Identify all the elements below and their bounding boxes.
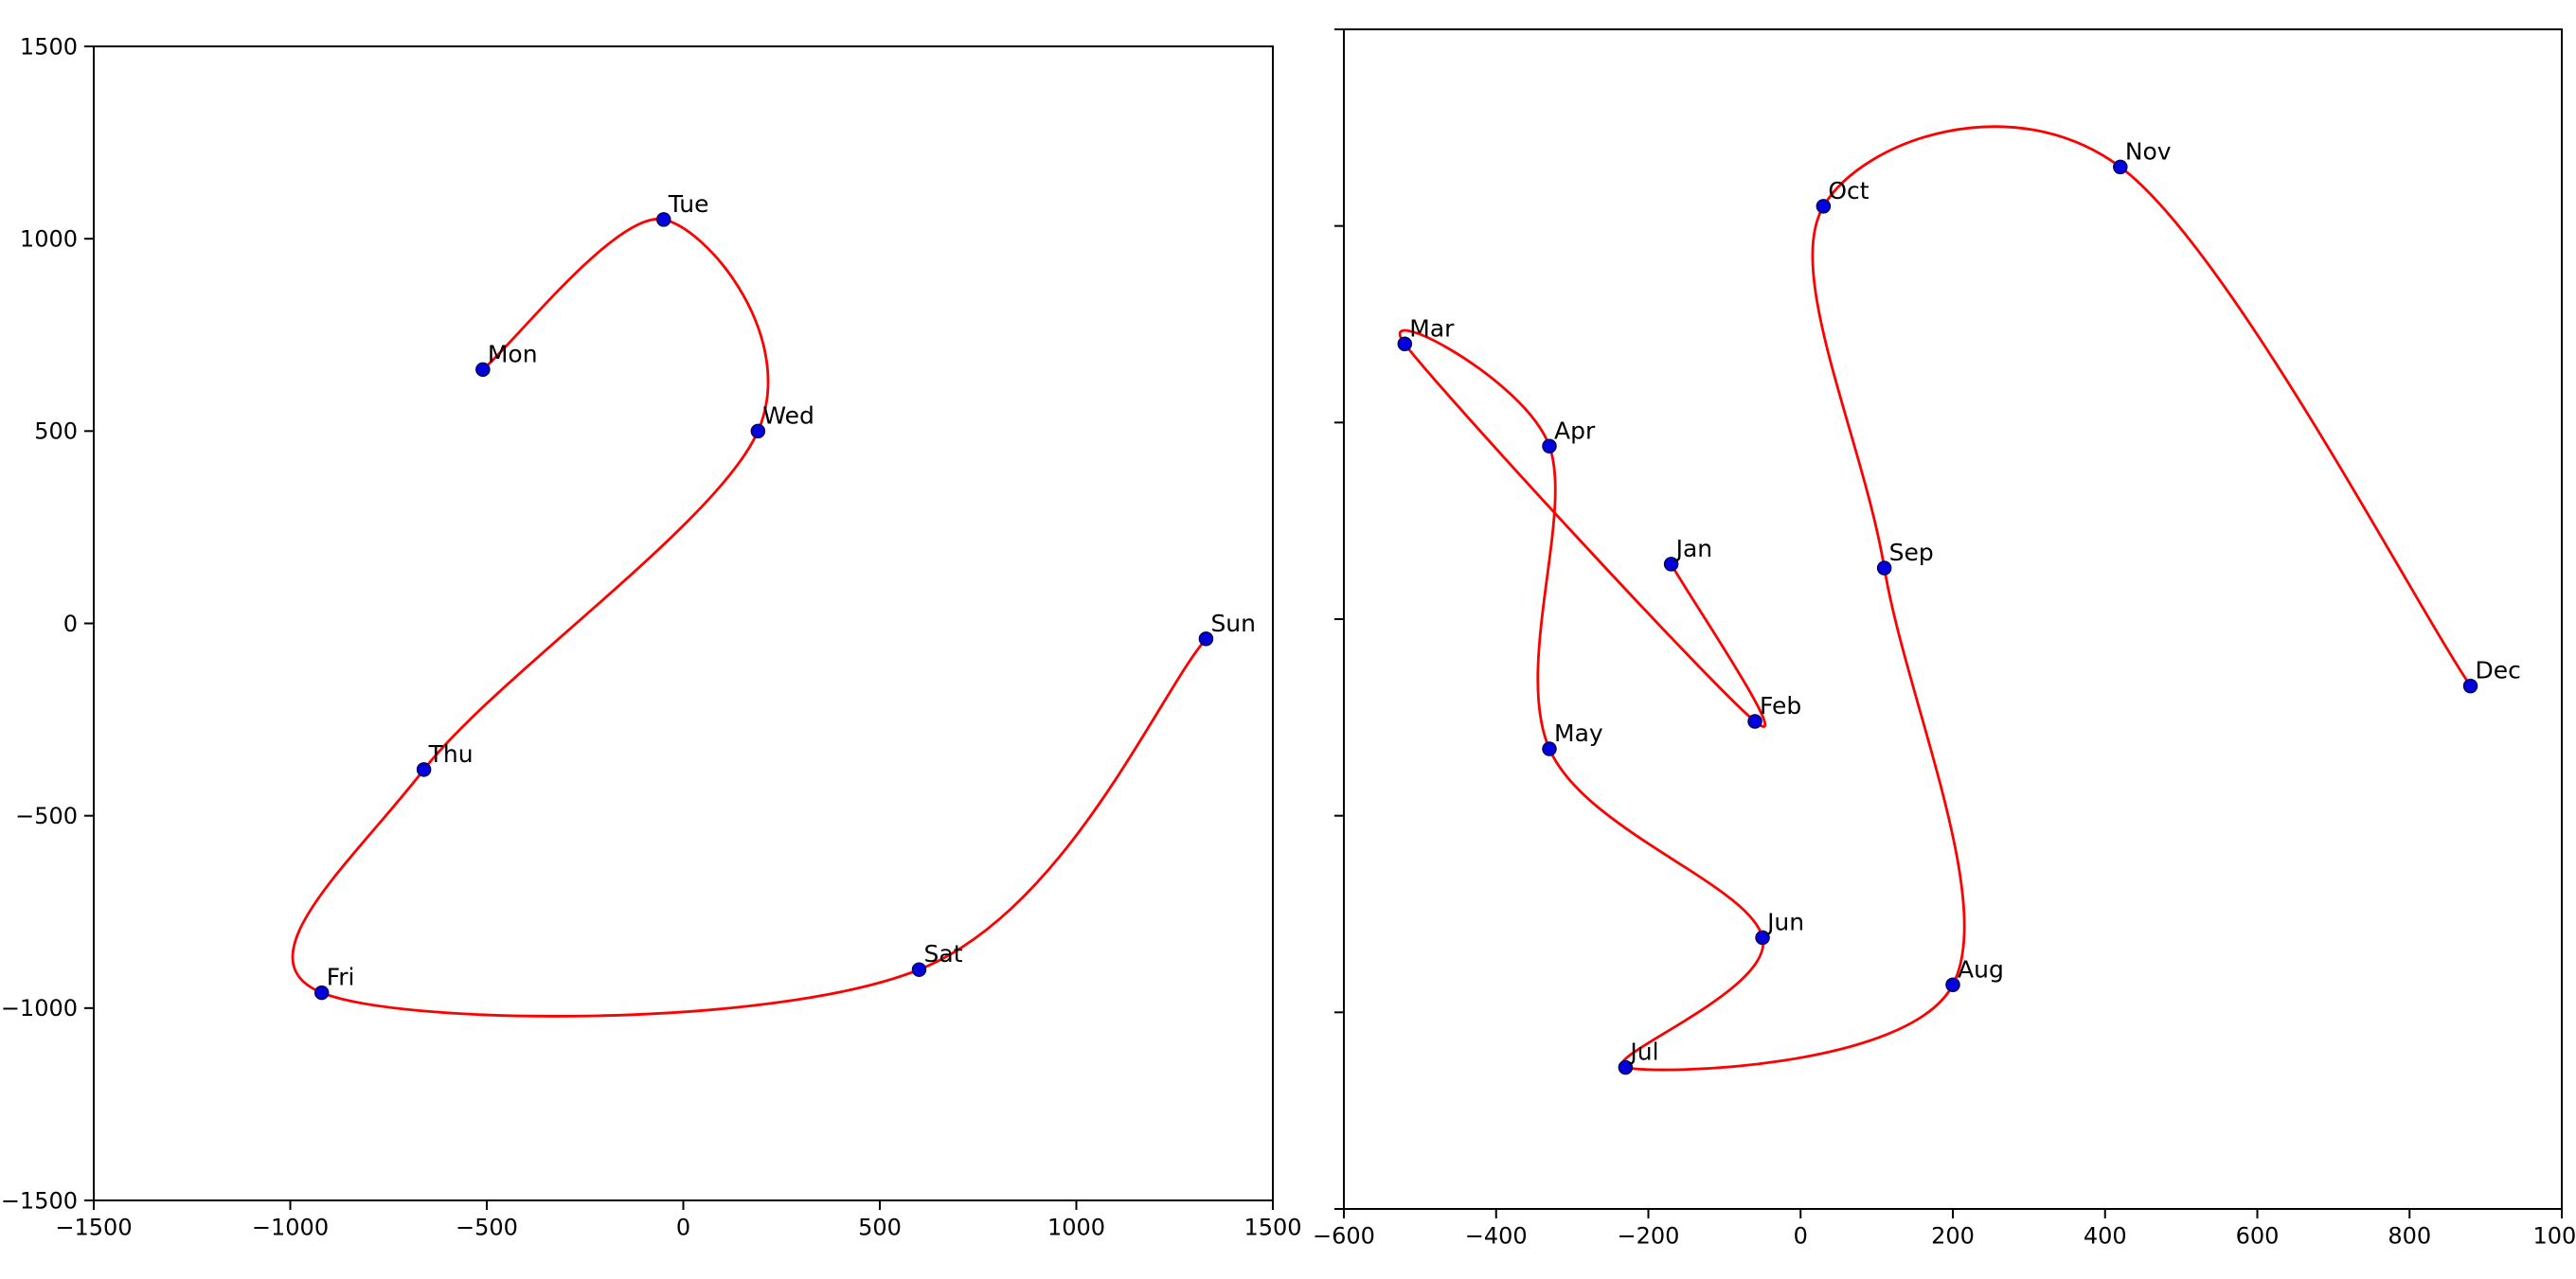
point-label: Oct: [1828, 177, 1869, 204]
point-label: Jun: [1765, 908, 1804, 935]
point-label: Sun: [1210, 610, 1256, 637]
x-tick-label: 500: [858, 1214, 902, 1240]
point-label: Jan: [1674, 535, 1713, 562]
y-tick-label: 1000: [20, 226, 78, 253]
x-tick-label: −1500: [55, 1214, 132, 1240]
data-point: [656, 212, 671, 227]
x-tick-label: −500: [456, 1214, 518, 1240]
data-point: [1816, 199, 1832, 214]
x-tick-label: −200: [1618, 1222, 1680, 1249]
y-tick-label: −1000: [1, 995, 78, 1021]
y-tick-label: −500: [15, 803, 78, 829]
point-label: Sep: [1889, 539, 1934, 566]
x-tick-label: 400: [2084, 1222, 2127, 1249]
axes-frame: [1343, 28, 2563, 1210]
data-point: [1663, 557, 1679, 572]
data-point: [1755, 930, 1770, 946]
data-point: [2113, 159, 2128, 175]
point-label: Tue: [668, 190, 709, 218]
data-point: [1876, 560, 1892, 576]
x-tick-label: 0: [1794, 1222, 1808, 1249]
point-label: Sat: [924, 940, 963, 968]
x-tick-label: 600: [2236, 1222, 2280, 1249]
x-tick-label: 1500: [1243, 1214, 1301, 1240]
point-label: Fri: [327, 964, 355, 991]
data-point: [1542, 438, 1557, 454]
x-tick-label: 200: [1931, 1222, 1975, 1249]
series-line: [1398, 125, 2472, 1072]
data-point: [911, 962, 927, 977]
data-point: [475, 362, 491, 378]
point-label: Mon: [488, 340, 538, 367]
x-tick-label: −600: [1313, 1222, 1375, 1249]
point-label: May: [1554, 719, 1603, 747]
data-point: [750, 423, 766, 439]
series-line: [291, 218, 1208, 1018]
y-tick-label: 500: [34, 418, 78, 445]
data-point: [1397, 336, 1413, 352]
point-label: Jul: [1628, 1038, 1658, 1065]
point-label: Dec: [2476, 657, 2521, 684]
point-label: Feb: [1760, 692, 1801, 719]
data-point: [1747, 714, 1762, 729]
point-label: Nov: [2125, 137, 2172, 165]
x-tick-label: −1000: [252, 1214, 329, 1240]
axes-frame: [93, 45, 1274, 1201]
point-label: Mar: [1409, 314, 1455, 342]
data-point: [313, 985, 330, 1001]
plot-weekdays: −1500 −1000 −500 0 500 1000 1500 −1500 −1000 −500…: [1, 33, 1302, 1240]
y-tick-label: 1500: [20, 33, 78, 60]
x-tick-label: −400: [1465, 1222, 1528, 1249]
data-point: [1198, 631, 1214, 647]
x-tick-label: 1000: [2532, 1222, 2576, 1249]
data-point: [1618, 1059, 1634, 1075]
data-point: [416, 762, 432, 777]
y-tick-label: −1500: [1, 1187, 78, 1214]
x-tick-label: 0: [676, 1214, 690, 1240]
y-tick-label: 0: [63, 611, 78, 637]
data-point: [1542, 741, 1557, 756]
point-label: Aug: [1958, 955, 2004, 983]
point-label: Wed: [762, 401, 814, 429]
data-point: [1945, 977, 1960, 993]
data-point: [2462, 678, 2478, 694]
x-tick-label: 1000: [1047, 1214, 1105, 1240]
plot-months: −600 −400 −200 0 200 400 600 800 1000 Jan Feb Mar Ap…: [1313, 28, 2576, 1249]
point-label: Thu: [428, 740, 474, 768]
x-tick-label: 800: [2388, 1222, 2431, 1249]
point-label: Apr: [1554, 417, 1596, 444]
